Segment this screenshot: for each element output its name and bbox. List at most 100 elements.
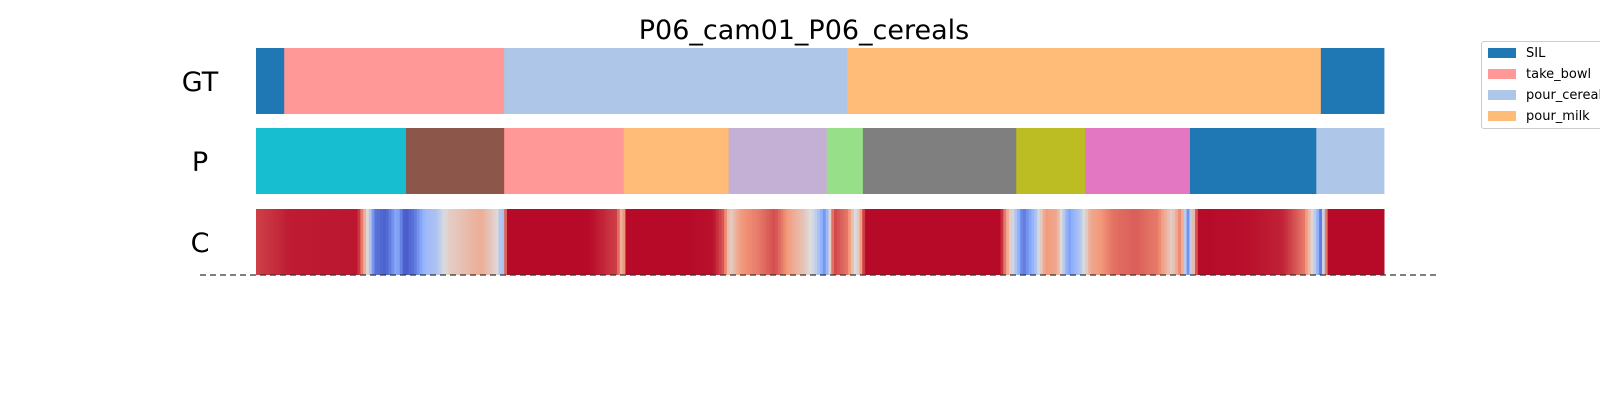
confidence-strip-239 <box>929 209 934 275</box>
confidence-strip-302 <box>1107 209 1111 275</box>
confidence-strip-118 <box>588 209 593 275</box>
confidence-strip-256 <box>977 209 982 275</box>
confidence-strip-44 <box>380 209 384 275</box>
confidence-strip-71 <box>456 209 460 275</box>
confidence-strip-311 <box>1133 209 1137 275</box>
confidence-strip-123 <box>602 209 607 275</box>
confidence-strip-394 <box>1367 209 1371 275</box>
confidence-strip-175 <box>749 209 753 275</box>
confidence-strip-229 <box>901 209 906 275</box>
confidence-strip-182 <box>769 209 773 275</box>
confidence-strip-282 <box>1051 209 1055 275</box>
confidence-strip-293 <box>1082 209 1086 275</box>
confidence-strip-42 <box>374 209 378 275</box>
confidence-strip-80 <box>481 209 485 275</box>
confidence-strip-219 <box>873 209 877 275</box>
confidence-strip-76 <box>470 209 474 275</box>
legend-label-sil: SIL <box>1526 45 1546 61</box>
confidence-strip-52 <box>402 209 406 275</box>
confidence-strip-4 <box>267 209 271 275</box>
confidence-strip-160 <box>707 209 711 275</box>
confidence-strip-112 <box>571 209 576 275</box>
confidence-strip-312 <box>1135 209 1140 275</box>
confidence-strip-105 <box>552 209 556 275</box>
confidence-strip-333 <box>1195 209 1199 275</box>
chart-title: P06_cam01_P06_cereals <box>639 15 970 46</box>
confidence-strip-338 <box>1209 209 1213 275</box>
confidence-strip-120 <box>594 209 598 275</box>
confidence-strip-221 <box>879 209 883 275</box>
confidence-strip-128 <box>616 209 621 275</box>
confidence-strip-230 <box>904 209 908 275</box>
confidence-strip-300 <box>1102 209 1106 275</box>
confidence-strip-66 <box>442 209 446 275</box>
confidence-strip-363 <box>1279 209 1283 275</box>
confidence-strip-298 <box>1096 209 1100 275</box>
confidence-strip-283 <box>1054 209 1058 275</box>
confidence-strip-245 <box>946 209 951 275</box>
legend-label-pour-milk: pour_milk <box>1526 108 1590 124</box>
confidence-strip-24 <box>323 209 327 275</box>
confidence-strip-139 <box>647 209 652 275</box>
confidence-strip-122 <box>600 209 604 275</box>
confidence-strip-189 <box>788 209 793 275</box>
confidence-strip-79 <box>478 209 483 275</box>
confidence-strip-325 <box>1172 209 1176 275</box>
confidence-strip-169 <box>732 209 736 275</box>
confidence-strip-319 <box>1155 209 1159 275</box>
confidence-strip-316 <box>1147 209 1151 275</box>
confidence-strip-263 <box>997 209 1001 275</box>
confidence-strip-396 <box>1372 209 1377 275</box>
confidence-strip-361 <box>1274 209 1278 275</box>
confidence-strip-190 <box>791 209 796 275</box>
confidence-strip-264 <box>1000 209 1004 275</box>
confidence-strip-395 <box>1369 209 1374 275</box>
confidence-strip-195 <box>805 209 810 275</box>
legend-swatch-sil <box>1488 48 1516 58</box>
confidence-strip-271 <box>1020 209 1024 275</box>
confidence-strip-142 <box>656 209 660 275</box>
confidence-strip-244 <box>944 209 948 275</box>
confidence-strip-372 <box>1305 209 1309 275</box>
confidence-strip-379 <box>1324 209 1329 275</box>
confidence-strip-77 <box>473 209 477 275</box>
confidence-strip-327 <box>1178 209 1182 275</box>
confidence-strip-165 <box>721 209 725 275</box>
confidence-strip-359 <box>1268 209 1272 275</box>
confidence-strip-58 <box>419 209 423 275</box>
confidence-strip-292 <box>1079 209 1083 275</box>
confidence-strip-126 <box>611 209 615 275</box>
confidence-strip-98 <box>532 209 536 275</box>
confidence-strip-167 <box>726 209 731 275</box>
confidence-strip-371 <box>1302 209 1306 275</box>
confidence-strip-306 <box>1118 209 1123 275</box>
confidence-strip-173 <box>743 209 748 275</box>
confidence-strip-273 <box>1025 209 1030 275</box>
confidence-strip-147 <box>670 209 674 275</box>
confidence-strip-384 <box>1338 209 1343 275</box>
confidence-strip-322 <box>1164 209 1168 275</box>
legend-swatch-take-bowl <box>1488 69 1516 79</box>
confidence-strip-119 <box>591 209 595 275</box>
confidence-strip-188 <box>786 209 790 275</box>
confidence-strip-179 <box>760 209 765 275</box>
confidence-strip-50 <box>397 209 401 275</box>
confidence-strip-69 <box>450 209 454 275</box>
legend-item-take-bowl: take_bowl <box>1488 66 1591 82</box>
confidence-strip-141 <box>653 209 657 275</box>
confidence-strip-63 <box>433 209 437 275</box>
confidence-strip-205 <box>834 209 838 275</box>
confidence-strip-267 <box>1008 209 1013 275</box>
confidence-strip-208 <box>842 209 846 275</box>
confidence-strip-144 <box>662 209 666 275</box>
confidence-strip-387 <box>1347 209 1351 275</box>
confidence-strip-22 <box>318 209 322 275</box>
confidence-strip-295 <box>1087 209 1092 275</box>
confidence-strip-299 <box>1099 209 1103 275</box>
confidence-strip-34 <box>351 209 356 275</box>
confidence-strip-355 <box>1257 209 1261 275</box>
confidence-strip-399 <box>1381 209 1385 275</box>
confidence-strip-117 <box>585 209 590 275</box>
legend-label-pour-cereals: pour_cereals <box>1526 87 1600 103</box>
